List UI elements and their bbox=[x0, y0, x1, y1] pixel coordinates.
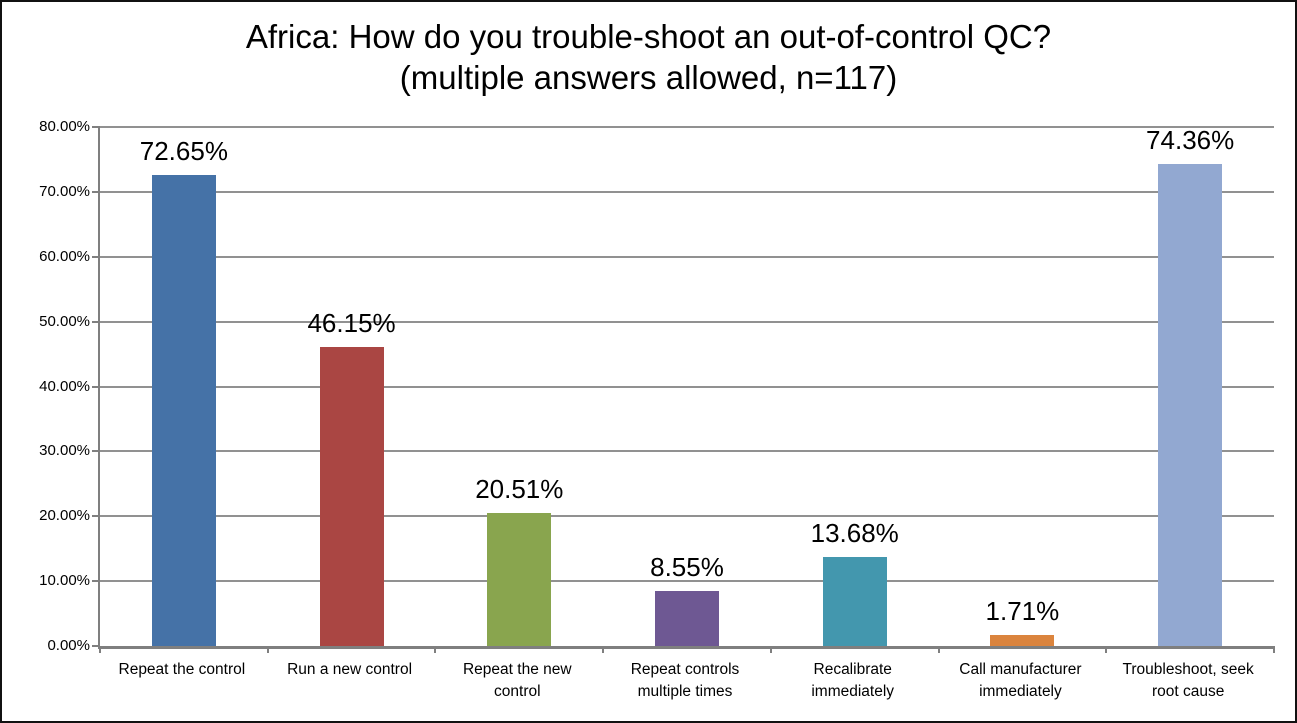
x-tick-label: Repeat controls multiple times bbox=[601, 659, 769, 703]
x-tick-label: Repeat the new control bbox=[433, 659, 601, 703]
bar bbox=[151, 174, 216, 646]
bar-value-label: 13.68% bbox=[810, 518, 899, 549]
gridline bbox=[100, 126, 1274, 128]
x-axis-tick bbox=[1273, 646, 1275, 653]
y-tick-label: 70.00% bbox=[39, 182, 90, 200]
y-tick-label: 40.00% bbox=[39, 377, 90, 395]
x-axis-tick bbox=[1105, 646, 1108, 653]
gridline bbox=[100, 580, 1274, 583]
x-tick-label-text: Repeat controls multiple times bbox=[630, 661, 740, 700]
x-axis-tick bbox=[434, 646, 437, 653]
x-tick-label: Recalibrate immediately bbox=[769, 659, 937, 703]
y-tick-label: 0.00% bbox=[47, 637, 90, 654]
gridline bbox=[100, 515, 1274, 518]
x-tick-label-text: Repeat the control bbox=[118, 661, 246, 678]
x-tick-label-text: Repeat the new control bbox=[462, 661, 572, 700]
x-tick-label-text: Call manufacturer immediately bbox=[959, 661, 1082, 700]
x-axis-tick bbox=[602, 646, 605, 653]
gridline bbox=[100, 385, 1274, 388]
y-axis-tick bbox=[92, 515, 100, 518]
y-axis-tick bbox=[92, 320, 100, 323]
x-tick-label: Call manufacturer immediately bbox=[936, 659, 1104, 703]
y-axis-tick bbox=[92, 580, 100, 583]
chart-title-line1: Africa: How do you trouble-shoot an out-… bbox=[245, 18, 1052, 55]
x-tick-label: Repeat the control bbox=[98, 659, 266, 681]
x-tick-label-text: Troubleshoot, seek root cause bbox=[1122, 661, 1254, 700]
chart-title: Africa: How do you trouble-shoot an out-… bbox=[2, 16, 1295, 98]
x-axis-tick bbox=[937, 646, 940, 653]
x-tick-label-text: Recalibrate immediately bbox=[811, 661, 895, 700]
y-tick-label: 50.00% bbox=[39, 312, 90, 330]
bar bbox=[487, 512, 552, 646]
bar-value-label: 46.15% bbox=[307, 307, 396, 338]
y-axis-tick bbox=[92, 645, 100, 647]
x-tick-label-text: Run a new control bbox=[287, 661, 413, 678]
gridline bbox=[100, 190, 1274, 193]
y-axis-tick bbox=[92, 126, 100, 128]
x-tick-label: Troubleshoot, seek root cause bbox=[1104, 659, 1272, 703]
bar-value-label: 8.55% bbox=[650, 551, 724, 582]
bar-value-label: 74.36% bbox=[1146, 124, 1235, 155]
y-axis-tick bbox=[92, 450, 100, 453]
y-tick-label: 10.00% bbox=[39, 572, 90, 590]
bar-value-label: 72.65% bbox=[139, 135, 228, 166]
bar bbox=[1158, 163, 1223, 646]
bar bbox=[655, 590, 719, 646]
x-axis-tick bbox=[266, 646, 269, 653]
plot-area: 72.65% 46.15% 20.51% 8.55% 13.68% 1.71% 74.36% bbox=[92, 124, 1275, 653]
bar bbox=[822, 557, 887, 646]
bar-value-label: 20.51% bbox=[475, 473, 564, 504]
y-tick-label: 80.00% bbox=[39, 118, 90, 135]
y-tick-label: 60.00% bbox=[39, 247, 90, 265]
bar bbox=[319, 346, 384, 646]
bar bbox=[990, 634, 1055, 646]
y-tick-label: 30.00% bbox=[39, 442, 90, 460]
gridline bbox=[100, 320, 1274, 323]
gridline bbox=[100, 255, 1274, 258]
y-axis-tick bbox=[92, 255, 100, 258]
x-tick-label: Run a new control bbox=[266, 659, 434, 681]
y-tick-label: 20.00% bbox=[39, 507, 90, 525]
gridline bbox=[100, 450, 1274, 453]
x-axis-tick bbox=[769, 646, 772, 653]
y-axis-tick bbox=[92, 190, 100, 193]
bar-value-label: 1.71% bbox=[985, 595, 1060, 626]
chart-title-line2: (multiple answers allowed, n=117) bbox=[399, 59, 898, 96]
y-axis-tick bbox=[92, 385, 100, 388]
x-axis-tick bbox=[99, 646, 101, 653]
